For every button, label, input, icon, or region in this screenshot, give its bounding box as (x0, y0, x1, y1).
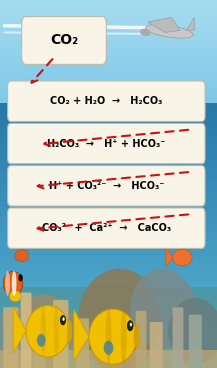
Ellipse shape (3, 272, 23, 295)
Polygon shape (13, 305, 26, 353)
Ellipse shape (0, 311, 33, 366)
Ellipse shape (89, 309, 137, 364)
Ellipse shape (140, 29, 151, 36)
Polygon shape (166, 247, 173, 267)
FancyBboxPatch shape (3, 307, 18, 368)
Ellipse shape (12, 271, 16, 296)
Bar (0, 287, 217, 368)
FancyBboxPatch shape (8, 123, 205, 164)
Circle shape (127, 320, 133, 331)
Text: CO₂: CO₂ (50, 33, 78, 47)
Polygon shape (187, 17, 194, 30)
FancyBboxPatch shape (8, 81, 205, 121)
FancyBboxPatch shape (53, 300, 68, 368)
FancyBboxPatch shape (8, 208, 205, 248)
Ellipse shape (11, 294, 76, 368)
Ellipse shape (9, 291, 21, 302)
Text: H⁺ + CO₃²⁻  →   HCO₃⁻: H⁺ + CO₃²⁻ → HCO₃⁻ (49, 181, 164, 191)
Circle shape (130, 323, 132, 326)
Ellipse shape (104, 341, 113, 355)
Ellipse shape (67, 320, 72, 342)
FancyBboxPatch shape (33, 315, 46, 368)
Ellipse shape (130, 269, 195, 350)
FancyBboxPatch shape (21, 293, 31, 368)
FancyBboxPatch shape (150, 322, 163, 368)
Ellipse shape (145, 24, 193, 38)
Ellipse shape (105, 309, 112, 364)
FancyBboxPatch shape (8, 166, 205, 206)
Ellipse shape (121, 309, 127, 364)
FancyBboxPatch shape (22, 17, 106, 64)
Bar (0, 350, 217, 368)
Ellipse shape (54, 305, 59, 357)
Ellipse shape (26, 305, 69, 357)
FancyBboxPatch shape (136, 311, 146, 368)
Ellipse shape (173, 250, 192, 266)
Polygon shape (74, 309, 89, 361)
Circle shape (62, 317, 65, 321)
FancyBboxPatch shape (173, 307, 183, 368)
Ellipse shape (15, 250, 29, 262)
Circle shape (60, 315, 66, 325)
Ellipse shape (5, 271, 10, 296)
Ellipse shape (168, 298, 217, 364)
Text: H₂CO₃  →   H⁺ + HCO₃⁻: H₂CO₃ → H⁺ + HCO₃⁻ (47, 138, 166, 149)
Text: CO₂ + H₂O  →   H₂CO₃: CO₂ + H₂O → H₂CO₃ (50, 96, 163, 106)
FancyBboxPatch shape (76, 318, 89, 368)
FancyBboxPatch shape (189, 315, 202, 368)
Ellipse shape (134, 325, 140, 349)
Ellipse shape (37, 334, 46, 347)
Text: CO₃²⁻ +  Ca²⁺  →   CaCO₃: CO₃²⁻ + Ca²⁺ → CaCO₃ (42, 223, 171, 233)
Circle shape (18, 274, 23, 282)
Ellipse shape (78, 269, 161, 368)
Polygon shape (148, 17, 180, 32)
Ellipse shape (41, 305, 46, 357)
